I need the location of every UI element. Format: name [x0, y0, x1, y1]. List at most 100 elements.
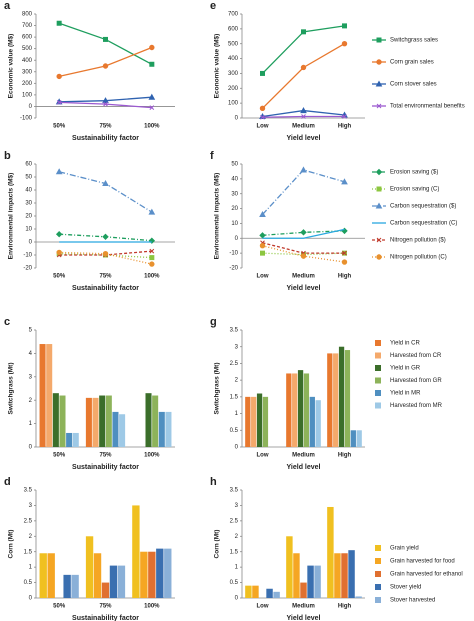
marker — [376, 237, 382, 243]
marker — [300, 253, 307, 259]
legend-label: Grain harvested for food — [390, 559, 455, 565]
bar — [350, 430, 356, 447]
panel-label: c — [4, 316, 10, 328]
bar — [355, 596, 362, 598]
series-line — [59, 251, 152, 265]
y-tick-label: 0 — [235, 445, 239, 451]
series-line — [59, 253, 152, 259]
y-tick-label: 30 — [231, 191, 238, 197]
y-tick-label: 40 — [231, 176, 238, 182]
legend-swatch — [375, 545, 381, 551]
legend-swatch — [375, 352, 381, 359]
y-tick-label: 0 — [235, 596, 239, 602]
y-tick-label: 2.5 — [24, 518, 33, 524]
y-tick-label: 3 — [29, 374, 33, 380]
marker — [341, 259, 348, 265]
bar — [93, 553, 102, 598]
y-tick-label: 3 — [235, 344, 239, 350]
bar — [165, 411, 172, 447]
y-tick-label: 2 — [235, 534, 239, 540]
legend-label: Switchgrass sales — [390, 38, 438, 44]
marker — [259, 105, 266, 112]
y-axis-label: Environmental impacts (M$) — [214, 173, 221, 260]
y-tick-label: 2.5 — [230, 361, 239, 367]
marker — [375, 168, 383, 176]
y-tick-label: 3.5 — [230, 328, 239, 334]
bar — [109, 565, 118, 598]
bar — [59, 395, 66, 447]
marker — [301, 29, 306, 35]
bar — [251, 396, 257, 447]
panel-label: f — [210, 150, 214, 162]
bar — [47, 553, 55, 598]
y-axis-label: Environmental impacts (M$) — [8, 173, 15, 260]
y-tick-label: 2 — [29, 398, 33, 404]
bar — [348, 550, 355, 598]
x-tick-label: Low — [257, 124, 269, 130]
legend-swatch — [375, 558, 381, 564]
marker — [148, 208, 156, 215]
y-tick-label: 2 — [29, 534, 33, 540]
bar — [262, 396, 269, 447]
y-tick-label: 50 — [231, 162, 238, 168]
legend-label: Nitrogen pollution ($) — [390, 238, 446, 244]
bar — [314, 565, 321, 598]
bar — [245, 396, 251, 447]
bar — [338, 346, 345, 447]
y-tick-label: 0 — [29, 596, 33, 602]
legend-label: Total environmental benefits — [390, 104, 465, 110]
legend-label: Corn stover sales — [390, 82, 437, 88]
series-line — [59, 46, 153, 78]
legend-label: Nitrogen pollution (C) — [390, 255, 447, 261]
y-tick-label: 0.5 — [230, 580, 239, 586]
bar — [145, 393, 152, 447]
bar — [105, 395, 112, 447]
bar — [356, 430, 362, 447]
marker — [375, 80, 383, 87]
marker — [56, 20, 62, 26]
marker — [341, 178, 348, 185]
x-tick-label: 50% — [53, 124, 66, 130]
y-tick-label: 3 — [235, 503, 239, 509]
y-tick-label: 200 — [22, 81, 33, 87]
x-tick-label: Medium — [292, 453, 315, 459]
legend-swatch — [375, 597, 381, 603]
bar — [39, 553, 47, 598]
legend-label: Stover yield — [390, 585, 421, 591]
bar — [300, 582, 307, 598]
y-tick-label: 0 — [235, 116, 239, 122]
marker — [56, 249, 62, 256]
bar — [292, 373, 298, 447]
x-axis-label: Yield level — [287, 135, 321, 142]
marker — [376, 103, 382, 109]
marker — [102, 179, 109, 186]
bar — [164, 548, 172, 598]
series-line — [262, 242, 345, 254]
y-tick-label: 400 — [22, 58, 33, 64]
y-tick-label: 0 — [235, 236, 239, 242]
y-tick-label: 400 — [228, 56, 239, 62]
marker — [149, 61, 155, 67]
panel-label: h — [210, 476, 217, 488]
legend-swatch — [375, 365, 381, 371]
marker — [103, 36, 108, 42]
bar — [148, 551, 156, 598]
marker — [342, 114, 347, 119]
x-tick-label: 100% — [144, 274, 160, 280]
bar — [119, 414, 126, 447]
legend-label: Yield in GR — [390, 366, 421, 372]
y-tick-label: 3 — [29, 503, 33, 509]
marker — [376, 186, 382, 192]
marker — [259, 210, 266, 218]
x-tick-label: High — [338, 453, 352, 459]
y-tick-label: 600 — [228, 26, 239, 32]
legend-label: Carbon sequestration (C) — [390, 221, 457, 227]
y-tick-label: 1.5 — [24, 549, 33, 555]
y-tick-label: 2 — [235, 378, 239, 384]
y-tick-label: 700 — [228, 12, 239, 18]
legend-swatch — [375, 340, 381, 346]
bar — [99, 395, 106, 447]
x-axis-label: Sustainability factor — [72, 464, 139, 471]
marker — [102, 251, 109, 257]
x-tick-label: 50% — [53, 274, 66, 280]
